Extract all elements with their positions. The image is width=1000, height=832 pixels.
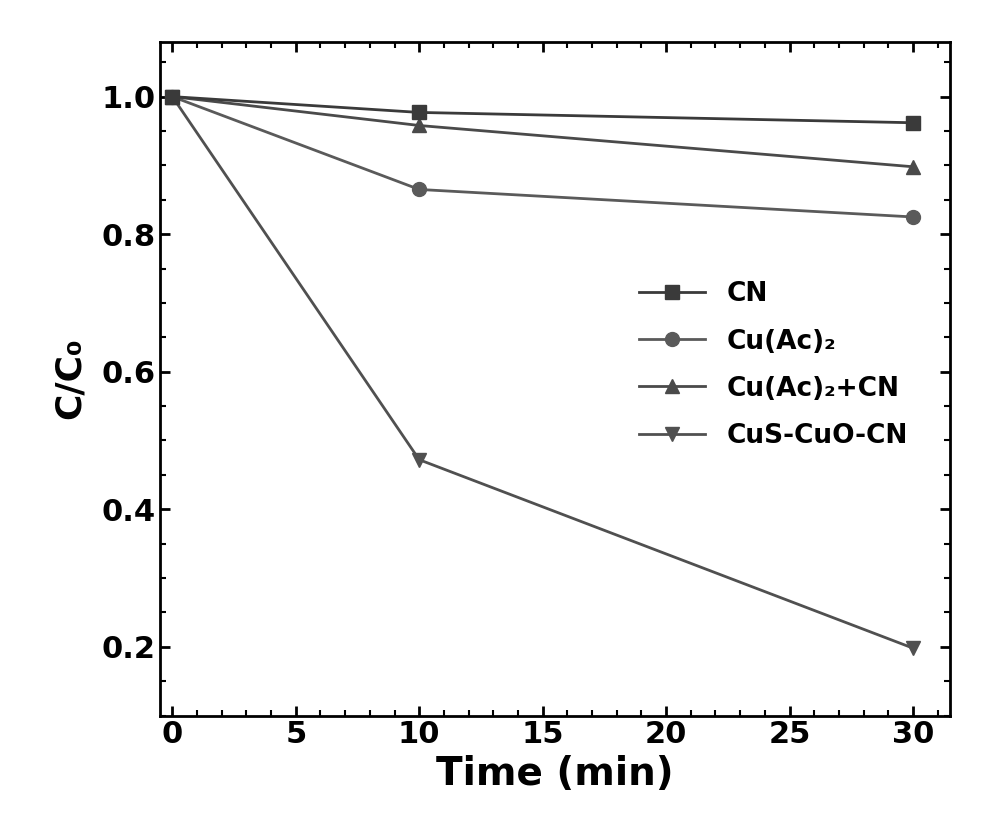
Cu(Ac)₂: [907, 212, 919, 222]
CN: [166, 92, 178, 102]
Line: CuS-CuO-CN: CuS-CuO-CN: [165, 90, 920, 655]
Cu(Ac)₂+CN: [413, 121, 425, 131]
Cu(Ac)₂: [413, 185, 425, 195]
CuS-CuO-CN: [907, 643, 919, 653]
CuS-CuO-CN: [166, 92, 178, 102]
Y-axis label: C/C₀: C/C₀: [53, 338, 87, 419]
CN: [413, 107, 425, 117]
Cu(Ac)₂: [166, 92, 178, 102]
Cu(Ac)₂+CN: [166, 92, 178, 102]
CuS-CuO-CN: [413, 455, 425, 465]
Legend: CN, Cu(Ac)₂, Cu(Ac)₂+CN, CuS-CuO-CN: CN, Cu(Ac)₂, Cu(Ac)₂+CN, CuS-CuO-CN: [618, 260, 929, 470]
CN: [907, 118, 919, 128]
X-axis label: Time (min): Time (min): [436, 755, 674, 793]
Cu(Ac)₂+CN: [907, 161, 919, 171]
Line: CN: CN: [165, 90, 920, 130]
Line: Cu(Ac)₂: Cu(Ac)₂: [165, 90, 920, 224]
Line: Cu(Ac)₂+CN: Cu(Ac)₂+CN: [165, 90, 920, 174]
